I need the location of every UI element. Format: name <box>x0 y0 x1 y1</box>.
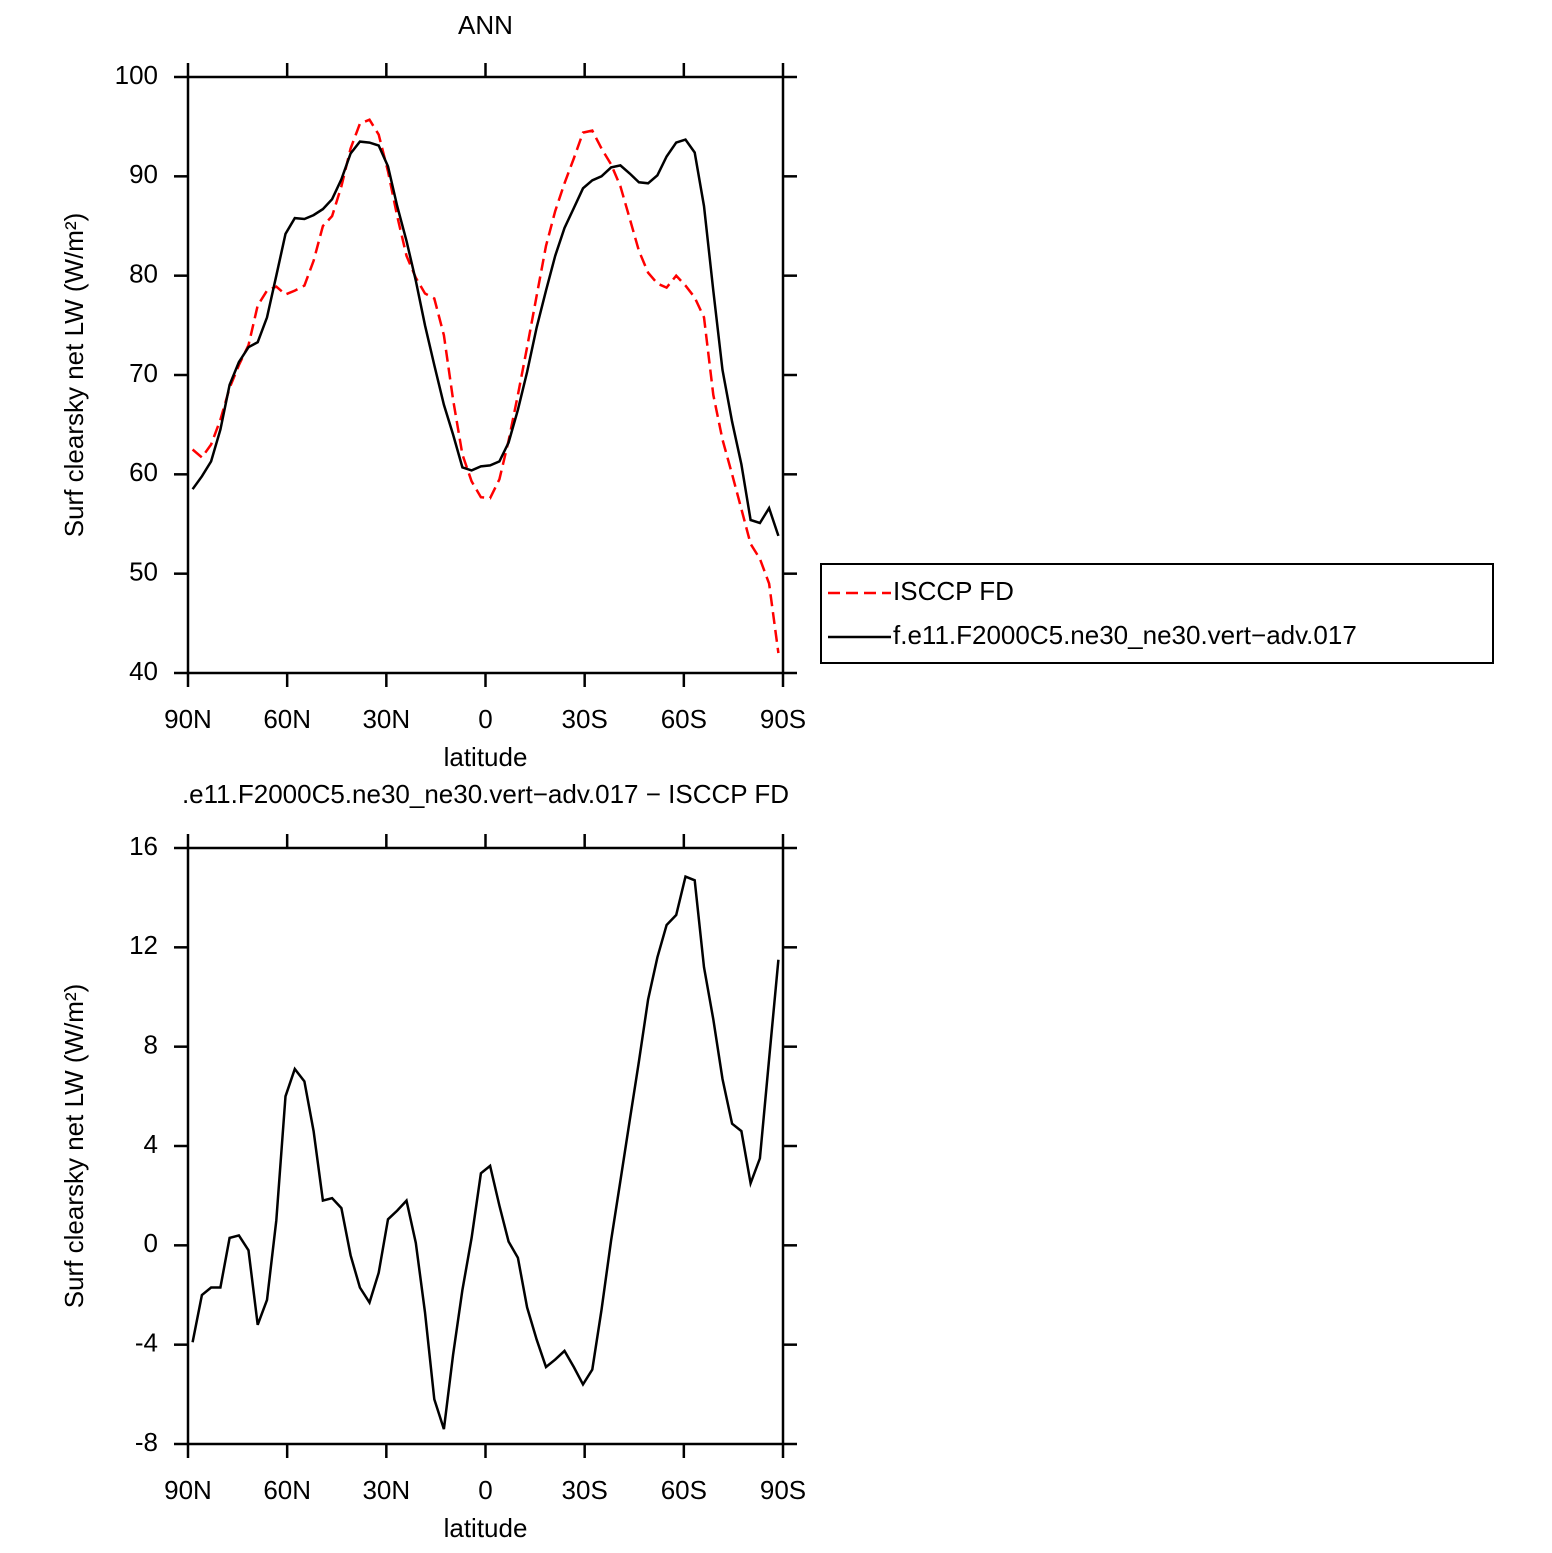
x-tick-label: 60S <box>661 1475 707 1505</box>
y-tick-label: 90 <box>129 159 158 189</box>
y-tick-label: 40 <box>129 656 158 686</box>
x-tick-label: 90S <box>760 1475 806 1505</box>
data-line <box>191 138 780 537</box>
y-tick-label: 50 <box>129 557 158 587</box>
x-tick-label: 60N <box>263 1475 311 1505</box>
y-axis-label: Surf clearsky net LW (W/m²) <box>59 984 89 1309</box>
x-tick-label: 90N <box>164 1475 212 1505</box>
data-line <box>191 874 780 1430</box>
y-tick-label: 70 <box>129 358 158 388</box>
y-tick-label: 60 <box>129 457 158 487</box>
x-tick-label: 0 <box>478 704 492 734</box>
x-tick-label: 90S <box>760 704 806 734</box>
legend-label: f.e11.F2000C5.ne30_ne30.vert−adv.017 <box>893 620 1357 650</box>
y-tick-label: 80 <box>129 259 158 289</box>
chart-title: ANN <box>458 10 513 40</box>
x-tick-label: 0 <box>478 1475 492 1505</box>
y-tick-label: 12 <box>129 930 158 960</box>
y-axis-label: Surf clearsky net LW (W/m²) <box>59 213 89 538</box>
legend-label: ISCCP FD <box>893 576 1014 606</box>
x-tick-label: 30S <box>562 1475 608 1505</box>
y-tick-label: -8 <box>135 1427 158 1457</box>
y-tick-label: 0 <box>144 1228 158 1258</box>
data-line <box>191 118 780 654</box>
x-axis-label: latitude <box>444 742 528 772</box>
x-tick-label: 60N <box>263 704 311 734</box>
x-tick-label: 60S <box>661 704 707 734</box>
x-tick-label: 30S <box>562 704 608 734</box>
x-tick-label: 90N <box>164 704 212 734</box>
x-tick-label: 30N <box>362 704 410 734</box>
plot-frame <box>186 75 785 675</box>
plot-frame <box>186 846 785 1446</box>
legend-box <box>820 563 1494 664</box>
chart-title: .e11.F2000C5.ne30_ne30.vert−adv.017 − IS… <box>182 779 789 809</box>
y-tick-label: 8 <box>144 1030 158 1060</box>
y-tick-label: 16 <box>129 831 158 861</box>
y-tick-label: 4 <box>144 1129 158 1159</box>
y-tick-label: -4 <box>135 1328 158 1358</box>
x-tick-label: 30N <box>362 1475 410 1505</box>
x-axis-label: latitude <box>444 1513 528 1543</box>
y-tick-label: 100 <box>115 60 158 90</box>
